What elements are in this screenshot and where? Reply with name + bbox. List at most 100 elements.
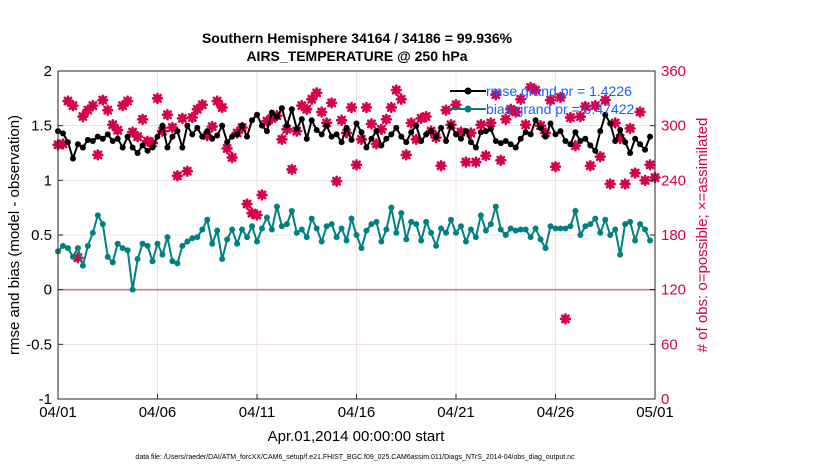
rmse-point [577,137,584,144]
obs-point [311,87,323,99]
rmse-point [647,133,654,140]
x-axis-ticks: 04/01 04/06 04/11 04/16 04/21 04/26 05/01 [39,394,674,421]
rmse-point [199,133,206,140]
obs-point [375,123,388,136]
obs-point [495,154,507,166]
bias-point [139,240,146,247]
legend-bias-label: bias grand pr = 0.47422 [486,101,634,117]
obs-point [485,117,497,129]
rmse-point [154,133,161,140]
obs-point [171,170,184,182]
obs-point [191,103,203,115]
bias-point [189,235,196,242]
obs-point [505,103,517,115]
bias-point [338,225,345,232]
bias-point [537,236,544,243]
obs-point [286,163,298,176]
obs-point [435,160,447,172]
bias-point [418,237,425,244]
obs-point [579,100,592,113]
rmse-point [472,144,479,151]
obs-point [186,111,199,124]
bias-point [343,237,350,244]
x-tick-label: 05/01 [636,404,674,421]
rmse-point [522,129,529,136]
rmse-point [467,139,474,146]
obs-point [480,150,492,162]
rmse-point [169,133,176,140]
obs-point [141,135,154,147]
bias-point [522,226,529,233]
bias-point [448,216,455,223]
rmse-point [64,139,71,146]
bias-point [144,242,151,249]
bias-point [229,226,236,233]
bias-point [104,253,111,260]
rmse-point [592,147,599,154]
obs-point [475,119,487,131]
bias-point [363,227,370,234]
bias-point [482,227,489,234]
bias-point [368,221,375,228]
rmse-point [462,128,469,135]
rmse-point [477,129,484,136]
obs-point [385,101,398,114]
obs-point [87,99,99,112]
obs-point [510,106,522,118]
x-tick-label: 04/21 [437,404,475,421]
rmse-point [343,124,350,131]
rmse-point [323,122,330,129]
bias-point [129,286,136,293]
bias-point [273,203,280,210]
obs-point [549,160,562,173]
left-tick-label: -1 [39,391,52,408]
rmse-point [303,135,310,142]
bias-point [562,225,569,232]
bias-point [467,226,474,233]
left-axis-ticks: -1 -0.5 0 0.5 1 1.5 2 [26,63,63,408]
obs-point [256,189,268,201]
rmse-point [547,120,554,127]
bias-point [408,218,415,225]
obs-point [121,95,134,107]
obs-point [325,97,338,109]
bias-point [497,226,504,233]
legend: rmse grand pr = 1.4226 bias grand pr = 0… [450,83,634,117]
bias-point [602,216,609,223]
obs-point [574,110,587,123]
bias-point [119,245,126,252]
bias-point [567,223,574,230]
bias-point [393,229,400,236]
bias-point [597,229,604,236]
bias-point [383,226,390,233]
obs-point [390,84,402,96]
rmse-point [542,133,549,140]
x-tick-label: 04/16 [338,404,376,421]
bias-point [353,232,360,238]
obs-point [345,101,358,114]
rmse-point [254,111,260,118]
rmse-point [144,147,151,154]
right-axis-label: # of obs: o=possible; ×=assimilated [694,118,711,353]
x-axis-label: Apr.01,2014 00:00:00 start [268,428,446,445]
left-axis-label: rmse and bias (model - observation) [6,115,23,355]
obs-point [514,93,527,105]
rmse-point [164,144,171,151]
bias-point [557,225,564,232]
obs-point [97,94,109,106]
obs-point [306,93,318,105]
obs-point [465,127,477,139]
bias-point [234,240,241,247]
bias-point [214,227,221,234]
rmse-point [308,117,315,124]
obs-point [216,101,228,114]
rmse-point [358,129,365,136]
bias-point [149,258,156,265]
obs-point [564,111,577,124]
bias-point [627,218,634,225]
bias-point [74,245,81,252]
obs-point [584,160,597,172]
obs-point [420,110,432,123]
bias-point [507,225,514,232]
